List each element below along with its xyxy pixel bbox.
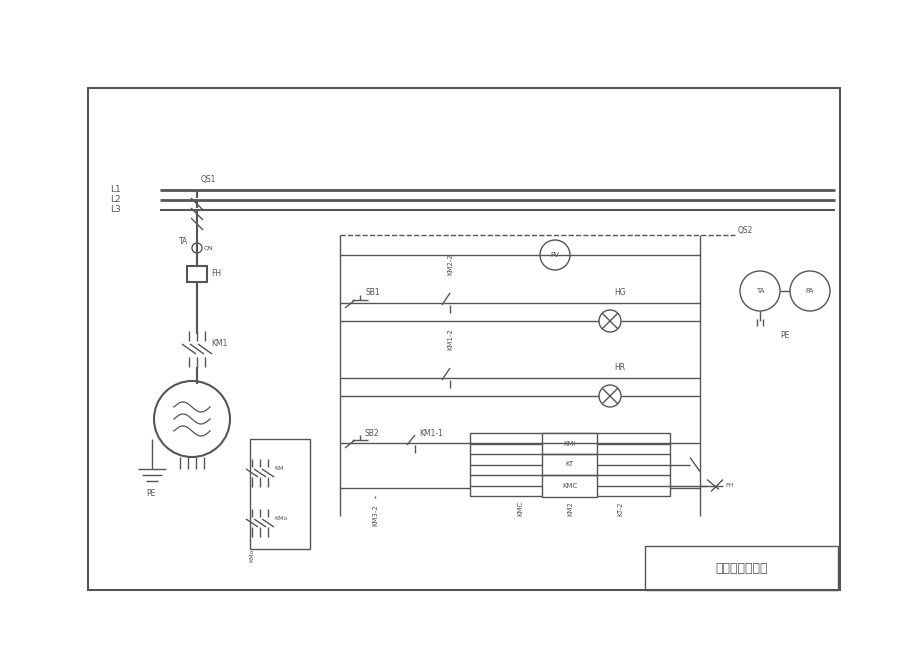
Text: L1: L1 [110,186,120,195]
Text: 电工比赛电路图: 电工比赛电路图 [714,562,767,574]
Bar [644,546,837,590]
Text: PE: PE [146,488,155,497]
Text: KM3-2: KM3-2 [371,504,378,526]
Text: KM2: KM2 [566,501,573,516]
Text: KMo: KMo [274,516,287,521]
Bar [542,432,596,454]
Text: TA: TA [179,238,188,247]
Text: FH: FH [210,270,221,279]
Text: KM1-1: KM1-1 [418,428,442,437]
Text: HG: HG [613,288,625,298]
Text: KT-2: KT-2 [617,501,622,516]
Text: KT: KT [565,462,573,467]
Text: PV: PV [550,252,559,258]
Bar [187,266,207,282]
Text: HR: HR [613,363,624,372]
Bar [88,88,839,590]
Bar [250,439,310,549]
Text: KMC: KMC [562,482,577,488]
Text: KMC: KMC [516,501,522,516]
Text: KMI: KMI [563,441,575,447]
Text: FH: FH [724,483,732,488]
Bar [470,433,669,496]
Text: PE: PE [779,331,789,340]
Text: KM1-2: KM1-2 [447,328,452,350]
Text: L2: L2 [110,195,120,204]
Text: SB1: SB1 [366,288,380,298]
Bar [542,454,596,475]
Text: PA: PA [805,288,813,294]
Text: KMo: KMo [249,549,255,562]
Text: L3: L3 [110,206,120,214]
Text: QN: QN [204,245,213,251]
Text: KM: KM [274,467,283,471]
Text: KM2-2: KM2-2 [447,253,452,275]
Text: SB2: SB2 [365,428,380,437]
Text: QS2: QS2 [737,227,753,236]
Bar [542,475,596,497]
Text: QS1: QS1 [200,176,216,184]
Text: TA: TA [754,288,764,294]
Text: KM1: KM1 [210,340,227,348]
